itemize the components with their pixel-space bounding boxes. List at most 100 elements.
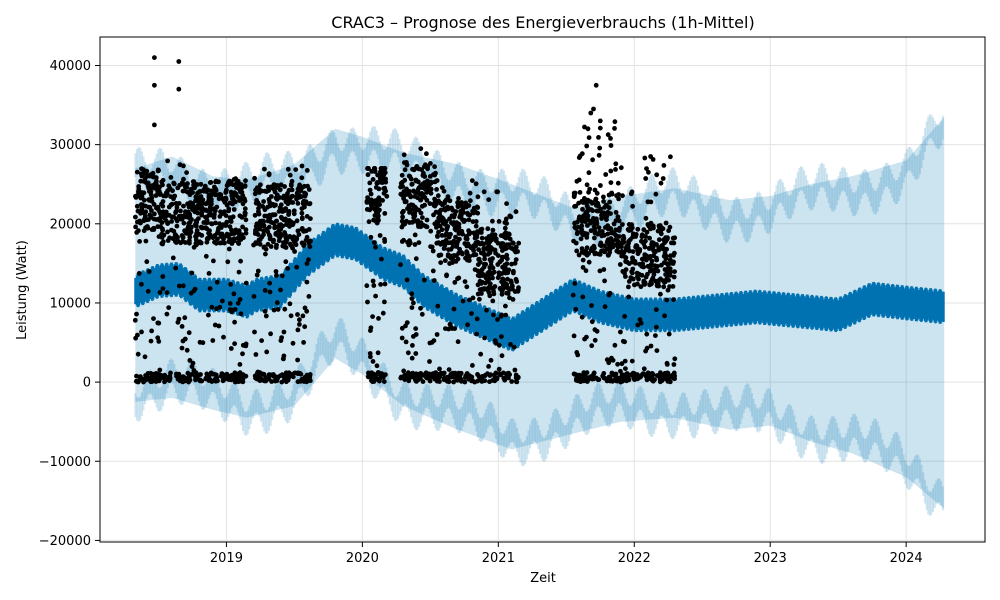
observation-point	[445, 194, 451, 200]
observation-point	[496, 219, 502, 224]
observation-point	[401, 152, 407, 158]
observation-point	[148, 215, 154, 220]
observation-point	[632, 282, 637, 288]
observation-point	[147, 204, 153, 210]
observation-point	[507, 372, 512, 377]
observation-point	[380, 310, 386, 316]
y-tick-label: 10000	[50, 296, 91, 311]
observation-point	[377, 233, 383, 238]
observation-point	[605, 226, 611, 232]
observation-point	[218, 209, 223, 215]
observation-point	[504, 231, 510, 237]
observation-point	[144, 259, 150, 265]
observation-point	[217, 221, 222, 227]
observation-point	[282, 306, 288, 312]
observation-point	[138, 178, 144, 184]
observation-point	[218, 225, 224, 230]
observation-point	[515, 375, 520, 381]
observation-point	[654, 255, 659, 261]
observation-point	[446, 247, 451, 253]
observation-point	[271, 307, 277, 313]
observation-point	[577, 153, 583, 159]
observation-point	[138, 171, 144, 177]
observation-outlier	[152, 82, 157, 88]
observation-point	[671, 370, 677, 376]
observation-point	[149, 227, 155, 233]
observation-point	[432, 172, 438, 178]
observation-point	[237, 297, 243, 302]
observation-point	[283, 216, 288, 222]
observation-point	[654, 324, 659, 330]
observation-point	[664, 297, 670, 303]
observation-point	[184, 170, 190, 176]
observation-point	[595, 200, 601, 206]
observation-point	[134, 311, 139, 317]
observation-point	[662, 279, 667, 285]
observation-point	[273, 245, 279, 250]
observation-point	[163, 209, 169, 215]
observation-point	[635, 226, 641, 232]
observation-point	[609, 242, 614, 248]
observation-point	[373, 218, 379, 224]
observation-point	[194, 231, 200, 237]
observation-point	[648, 264, 654, 269]
observation-point	[620, 338, 626, 344]
observation-point	[160, 241, 166, 247]
observation-point	[273, 231, 279, 237]
x-tick-label: 2021	[482, 551, 515, 566]
observation-point	[162, 378, 168, 383]
observation-point	[237, 213, 243, 219]
observation-point	[434, 178, 440, 184]
observation-point	[409, 305, 415, 310]
observation-point	[430, 248, 436, 254]
observation-point	[434, 225, 439, 230]
observation-point	[154, 377, 160, 383]
observation-point	[603, 172, 609, 177]
observation-point	[652, 263, 658, 269]
observation-point	[671, 274, 677, 280]
observation-point	[370, 359, 376, 364]
observation-point	[661, 163, 667, 168]
observation-point	[430, 374, 436, 380]
observation-point	[597, 229, 603, 235]
observation-point	[661, 260, 667, 265]
observation-point	[196, 216, 201, 222]
observation-point	[590, 157, 595, 163]
observation-point	[374, 180, 380, 186]
observation-point	[179, 324, 185, 329]
observation-point	[205, 187, 211, 193]
observation-point	[133, 335, 139, 341]
observation-point	[379, 371, 385, 376]
observation-point	[516, 240, 522, 246]
observation-point	[406, 203, 412, 209]
observation-point	[435, 303, 441, 309]
observation-point	[169, 227, 174, 233]
observation-point	[641, 264, 646, 270]
observation-point	[243, 227, 249, 233]
x-tick-label: 2024	[890, 551, 923, 566]
observation-point	[382, 211, 388, 216]
observation-point	[181, 220, 187, 226]
observation-point	[486, 234, 492, 239]
observation-point	[295, 201, 301, 206]
observation-point	[616, 192, 621, 197]
observation-point	[404, 218, 409, 224]
observation-point	[227, 301, 233, 306]
observation-point	[365, 195, 370, 201]
observation-point	[283, 259, 289, 265]
observation-point	[457, 236, 462, 242]
observation-point	[294, 264, 300, 270]
observation-point	[145, 183, 151, 189]
observation-point	[283, 245, 289, 250]
observation-point	[226, 206, 232, 212]
observation-point	[672, 356, 678, 362]
observation-point	[139, 329, 144, 335]
observation-point	[440, 239, 446, 245]
observation-point	[153, 175, 159, 181]
observation-point	[240, 351, 245, 357]
observation-point	[664, 360, 670, 366]
observation-point	[611, 231, 617, 236]
observation-point	[573, 240, 579, 246]
observation-point	[405, 350, 411, 356]
observation-point	[411, 334, 416, 339]
